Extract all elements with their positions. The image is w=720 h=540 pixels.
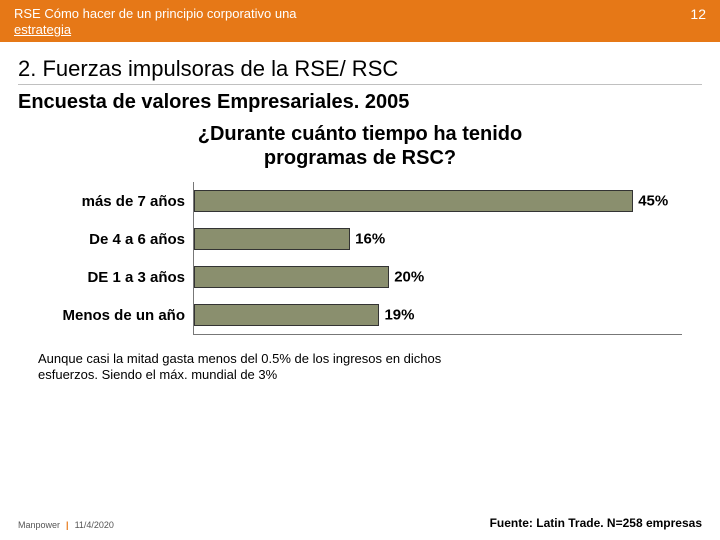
footnote: Aunque casi la mitad gasta menos del 0.5… xyxy=(18,351,702,384)
bar-row: 19% xyxy=(194,296,682,334)
slide-footer: Manpower | 11/4/2020 Fuente: Latin Trade… xyxy=(18,516,702,530)
content-area: 2. Fuerzas impulsoras de la RSE/ RSC Enc… xyxy=(0,42,720,384)
bar: 19% xyxy=(194,304,379,326)
bar-row: 16% xyxy=(194,220,682,258)
footer-separator: | xyxy=(66,520,69,530)
chart-container: más de 7 añosDe 4 a 6 añosDE 1 a 3 añosM… xyxy=(38,182,682,335)
bar: 45% xyxy=(194,190,633,212)
section-subtitle: Encuesta de valores Empresariales. 2005 xyxy=(18,91,702,114)
bar: 20% xyxy=(194,266,389,288)
chart-title-line1: ¿Durante cuánto tiempo ha tenido xyxy=(198,123,522,145)
footer-brand: Manpower xyxy=(18,520,60,530)
plot-area: 45% 16% 20% 19% xyxy=(193,182,682,335)
bar-row: 45% xyxy=(194,182,682,220)
header-title-line2: estrategia xyxy=(14,22,71,37)
bar-value-label: 45% xyxy=(638,193,668,210)
slide-header: RSE Cómo hacer de un principio corporati… xyxy=(0,0,720,42)
y-label: más de 7 años xyxy=(38,182,193,220)
footer-date: 11/4/2020 xyxy=(75,520,114,530)
bar-value-label: 19% xyxy=(384,307,414,324)
bar: 16% xyxy=(194,228,350,250)
y-axis-labels: más de 7 añosDe 4 a 6 añosDE 1 a 3 añosM… xyxy=(38,182,193,335)
bar-value-label: 16% xyxy=(355,231,385,248)
footer-source: Fuente: Latin Trade. N=258 empresas xyxy=(490,516,702,530)
bar-chart: más de 7 añosDe 4 a 6 añosDE 1 a 3 añosM… xyxy=(38,182,682,335)
section-heading: 2. Fuerzas impulsoras de la RSE/ RSC xyxy=(18,56,702,85)
footnote-line1: Aunque casi la mitad gasta menos del 0.5… xyxy=(38,351,441,366)
y-label: De 4 a 6 años xyxy=(38,220,193,258)
y-label: DE 1 a 3 años xyxy=(38,258,193,296)
chart-title: ¿Durante cuánto tiempo ha tenido program… xyxy=(18,122,702,170)
chart-title-line2: programas de RSC? xyxy=(264,147,456,169)
page-number: 12 xyxy=(690,6,706,22)
y-label: Menos de un año xyxy=(38,296,193,334)
footer-left: Manpower | 11/4/2020 xyxy=(18,520,114,530)
bar-value-label: 20% xyxy=(394,269,424,286)
header-title-line1: RSE Cómo hacer de un principio corporati… xyxy=(14,6,297,21)
bar-row: 20% xyxy=(194,258,682,296)
footnote-line2: esfuerzos. Siendo el máx. mundial de 3% xyxy=(38,367,277,382)
header-title: RSE Cómo hacer de un principio corporati… xyxy=(14,6,297,37)
